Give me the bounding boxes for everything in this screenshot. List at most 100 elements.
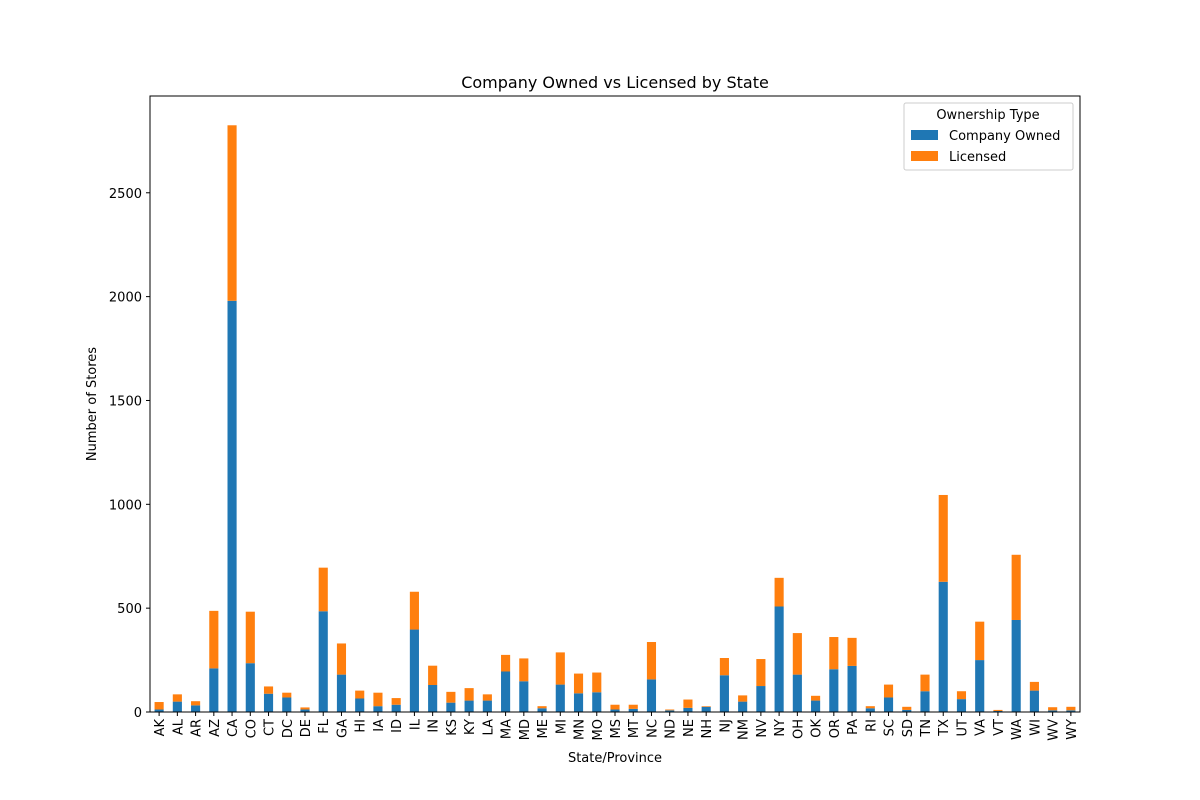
bar-licensed-nc — [646, 642, 657, 680]
x-tick-label: DC — [281, 719, 296, 738]
bar-licensed-or — [829, 637, 839, 670]
x-tick-label: ME — [536, 719, 551, 738]
bar-licensed-nj — [719, 658, 729, 676]
x-tick-label: CO — [244, 719, 259, 738]
legend-label-company-owned: Company Owned — [949, 129, 1060, 144]
bar-licensed-ct — [263, 686, 274, 694]
bar-company-owned-mo — [592, 692, 602, 712]
x-tick-label: SD — [901, 719, 916, 737]
bar-company-owned-tx — [938, 581, 948, 712]
legend-label-licensed: Licensed — [949, 150, 1006, 165]
bar-company-owned-ia — [373, 706, 383, 712]
bar-licensed-tn — [920, 674, 930, 692]
bar-licensed-me — [537, 706, 547, 709]
bar-licensed-sc — [883, 684, 894, 698]
bar-licensed-de — [300, 707, 310, 710]
x-tick-label: RI — [864, 719, 879, 732]
bar-licensed-wi — [1029, 681, 1039, 691]
bar-company-owned-ut — [956, 699, 967, 712]
x-tick-label: NY — [773, 719, 788, 737]
x-tick-label: OH — [791, 719, 806, 739]
x-tick-label: IL — [408, 718, 423, 730]
bar-company-owned-oh — [792, 674, 802, 712]
bar-company-owned-id — [391, 704, 401, 712]
x-tick-label: AL — [171, 718, 186, 735]
x-tick-label: CA — [226, 719, 241, 737]
bar-company-owned-la — [482, 700, 492, 712]
x-tick-label: MA — [500, 719, 515, 739]
chart-title: Company Owned vs Licensed by State — [461, 73, 769, 92]
bar-company-owned-dc — [282, 697, 292, 712]
bar-company-owned-vt — [993, 710, 1003, 712]
bar-company-owned-ar — [191, 705, 201, 712]
y-tick-label: 1500 — [109, 394, 142, 409]
bar-licensed-dc — [282, 692, 292, 698]
x-tick-label: KS — [445, 719, 460, 736]
bar-licensed-mt — [628, 704, 638, 709]
bar-company-owned-nd — [665, 710, 675, 712]
x-tick-label: UT — [955, 719, 970, 737]
bar-licensed-nv — [756, 659, 766, 687]
bar-licensed-al — [172, 694, 182, 702]
bar-licensed-la — [482, 694, 492, 701]
bar-licensed-ak — [154, 702, 164, 710]
bar-company-owned-ok — [811, 700, 821, 712]
bar-licensed-az — [209, 610, 219, 669]
x-tick-label: WV — [1047, 719, 1062, 741]
legend-box — [903, 102, 1074, 171]
x-tick-label: WA — [1010, 719, 1025, 740]
x-tick-label: VA — [974, 719, 989, 736]
bar-licensed-il — [409, 591, 419, 630]
x-tick-label: WY — [1065, 719, 1080, 740]
bar-licensed-in — [428, 665, 438, 685]
bar-company-owned-al — [172, 701, 182, 712]
bar-company-owned-hi — [355, 698, 365, 712]
legend-title: Ownership Type — [936, 108, 1039, 123]
x-tick-label: CT — [263, 719, 278, 736]
y-tick-label: 500 — [117, 602, 142, 617]
bar-company-owned-ga — [336, 674, 347, 712]
bar-company-owned-ny — [774, 606, 784, 712]
bar-licensed-fl — [318, 567, 328, 612]
bar-licensed-mn — [573, 673, 584, 694]
bar-licensed-mo — [592, 672, 602, 693]
x-tick-label: MI — [554, 719, 569, 734]
bar-licensed-nd — [665, 709, 675, 711]
x-tick-label: NH — [700, 719, 715, 739]
bar-licensed-ar — [191, 701, 201, 706]
bar-company-owned-nm — [738, 701, 748, 712]
bar-company-owned-nh — [701, 706, 711, 712]
bar-licensed-ms — [610, 704, 620, 710]
bar-company-owned-ri — [865, 708, 875, 712]
bar-company-owned-wa — [1011, 619, 1021, 712]
x-tick-label: TX — [937, 719, 952, 737]
legend-swatch-company-owned — [911, 130, 938, 140]
x-tick-label: HI — [354, 719, 369, 733]
bar-licensed-ca — [227, 125, 237, 301]
bar-company-owned-ma — [501, 671, 511, 712]
x-tick-label: MD — [518, 719, 533, 740]
x-tick-label: ID — [390, 719, 405, 733]
bar-company-owned-wv — [1048, 710, 1058, 712]
bar-licensed-ga — [336, 643, 347, 675]
y-tick-label: 2000 — [109, 291, 142, 306]
x-tick-label: NE — [682, 719, 697, 737]
bar-licensed-sd — [902, 706, 912, 710]
bar-company-owned-in — [428, 685, 438, 712]
x-tick-label: TN — [919, 719, 934, 738]
bar-company-owned-mt — [628, 708, 638, 712]
bar-company-owned-wy — [1066, 710, 1076, 712]
bar-company-owned-ms — [610, 709, 620, 712]
bar-company-owned-ne — [683, 707, 693, 712]
x-tick-label: LA — [481, 719, 496, 736]
bar-licensed-md — [519, 658, 529, 682]
bar-licensed-nm — [738, 695, 748, 702]
x-tick-label: IA — [372, 719, 387, 732]
x-tick-label: VT — [992, 719, 1007, 736]
y-axis: 0 500 1000 1500 2000 2500 — [109, 187, 150, 721]
y-tick-label: 0 — [134, 706, 142, 721]
bar-company-owned-tn — [920, 691, 930, 712]
bar-company-owned-il — [409, 629, 419, 712]
x-tick-label: MO — [591, 719, 606, 740]
